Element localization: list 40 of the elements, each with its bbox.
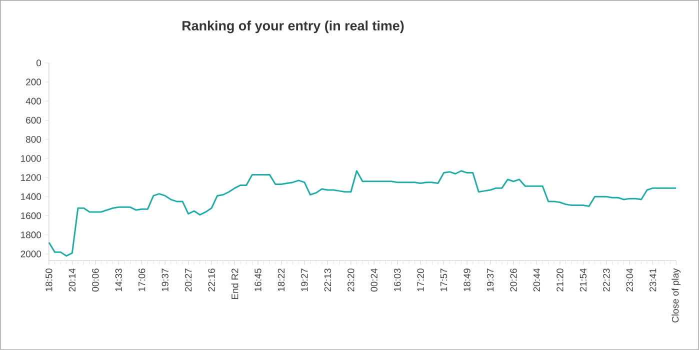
x-tick-label: End R2 bbox=[231, 268, 238, 300]
x-tick-label: 19:27 bbox=[301, 268, 308, 292]
x-tick-label: 20:14 bbox=[68, 268, 76, 292]
x-tick-label: 21:20 bbox=[556, 268, 564, 292]
x-tick-label: 20:44 bbox=[533, 268, 540, 292]
y-tick-label: 400 bbox=[26, 98, 42, 105]
x-tick-label: 18:22 bbox=[278, 268, 285, 292]
y-tick-label: 200 bbox=[26, 78, 42, 86]
x-tick-label: 23:04 bbox=[626, 268, 633, 292]
x-tick-label: 19:37 bbox=[162, 268, 168, 292]
x-tick-label: 22:16 bbox=[208, 268, 215, 292]
y-tick-label: 1600 bbox=[21, 212, 42, 220]
x-tick-label: 17:20 bbox=[417, 268, 424, 292]
x-tick-label: 21:54 bbox=[580, 268, 587, 292]
x-tick-label: 16:03 bbox=[394, 268, 401, 292]
x-tick-label: 18:50 bbox=[46, 268, 52, 292]
x-tick-label: 14:33 bbox=[115, 268, 122, 292]
x-tick-label: 23:20 bbox=[348, 268, 354, 292]
x-tick-label: 20:27 bbox=[184, 268, 192, 292]
x-tick-label: 22:23 bbox=[603, 268, 610, 292]
y-tick-label: 2000 bbox=[20, 250, 42, 258]
x-tick-label: 18:49 bbox=[464, 268, 470, 292]
x-tick-label: 00:24 bbox=[370, 268, 378, 292]
y-tick-label: 1800 bbox=[21, 232, 42, 238]
y-tick-label: 600 bbox=[26, 116, 42, 124]
x-tick-label: 17:57 bbox=[440, 268, 448, 292]
x-tick-label: 00:06 bbox=[92, 268, 99, 292]
y-tick-label: 800 bbox=[26, 136, 42, 143]
x-tick-label: 22:13 bbox=[324, 268, 332, 292]
x-tick-label: 16:45 bbox=[254, 268, 262, 292]
y-tick-label: 1200 bbox=[21, 174, 42, 181]
x-tick-label: 23:41 bbox=[650, 268, 656, 292]
x-tick-label: 20:26 bbox=[510, 268, 517, 292]
x-tick-label: 19:37 bbox=[486, 268, 494, 292]
y-tick-label: 1000 bbox=[21, 155, 42, 162]
y-tick-label: 1400 bbox=[21, 193, 42, 200]
x-tick-label: Close of play bbox=[672, 268, 681, 322]
y-tick-label: 0 bbox=[36, 60, 42, 66]
chart-title: Ranking of your entry (in real time) bbox=[182, 20, 404, 34]
x-tick-label: 17:06 bbox=[138, 268, 146, 292]
